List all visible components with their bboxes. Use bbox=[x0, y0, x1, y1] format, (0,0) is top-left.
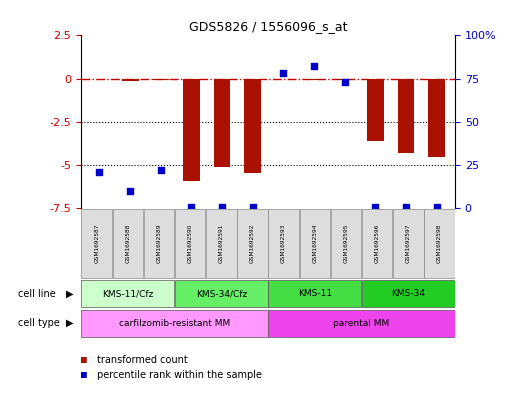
Text: GSM1692598: GSM1692598 bbox=[437, 224, 442, 263]
Point bbox=[218, 204, 226, 210]
Point bbox=[126, 188, 134, 194]
Text: KMS-11/Cfz: KMS-11/Cfz bbox=[102, 289, 153, 298]
Bar bbox=[268, 209, 299, 278]
Text: GSM1692592: GSM1692592 bbox=[250, 224, 255, 263]
Bar bbox=[397, 79, 414, 153]
Bar bbox=[82, 310, 268, 337]
Bar bbox=[213, 79, 231, 167]
Text: GSM1692587: GSM1692587 bbox=[94, 224, 99, 263]
Bar bbox=[244, 79, 261, 173]
Text: cell line: cell line bbox=[18, 289, 56, 299]
Bar bbox=[122, 79, 139, 81]
Point bbox=[187, 204, 196, 210]
Point bbox=[156, 167, 165, 173]
Text: KMS-34: KMS-34 bbox=[391, 289, 425, 298]
Text: GSM1692593: GSM1692593 bbox=[281, 224, 286, 263]
Text: GSM1692590: GSM1692590 bbox=[188, 224, 192, 263]
Bar bbox=[175, 209, 206, 278]
Text: ▶: ▶ bbox=[66, 318, 73, 328]
Text: transformed count: transformed count bbox=[97, 354, 188, 365]
Text: cell type: cell type bbox=[18, 318, 60, 328]
Bar bbox=[152, 79, 169, 80]
Bar bbox=[331, 209, 361, 278]
Point bbox=[95, 169, 104, 175]
Bar bbox=[393, 209, 424, 278]
Text: ■: ■ bbox=[81, 354, 87, 365]
Bar bbox=[175, 280, 268, 307]
Bar bbox=[206, 209, 236, 278]
Text: GSM1692589: GSM1692589 bbox=[156, 224, 162, 263]
Text: GSM1692591: GSM1692591 bbox=[219, 224, 224, 263]
Bar bbox=[424, 209, 454, 278]
Bar bbox=[144, 209, 174, 278]
Bar bbox=[112, 209, 143, 278]
Text: KMS-34/Cfz: KMS-34/Cfz bbox=[196, 289, 247, 298]
Text: GSM1692588: GSM1692588 bbox=[126, 224, 130, 263]
Bar bbox=[428, 79, 445, 157]
Point bbox=[402, 204, 410, 210]
Point bbox=[371, 204, 380, 210]
Text: GSM1692595: GSM1692595 bbox=[344, 224, 348, 263]
Bar bbox=[237, 209, 268, 278]
Bar bbox=[336, 79, 353, 80]
Bar bbox=[268, 310, 454, 337]
Point bbox=[279, 70, 288, 77]
Bar bbox=[183, 79, 200, 181]
Title: GDS5826 / 1556096_s_at: GDS5826 / 1556096_s_at bbox=[189, 20, 347, 33]
Bar bbox=[362, 280, 454, 307]
Bar bbox=[82, 209, 112, 278]
Text: GSM1692594: GSM1692594 bbox=[312, 224, 317, 263]
Text: KMS-11: KMS-11 bbox=[298, 289, 332, 298]
Bar bbox=[367, 79, 384, 141]
Text: percentile rank within the sample: percentile rank within the sample bbox=[97, 370, 262, 380]
Text: carfilzomib-resistant MM: carfilzomib-resistant MM bbox=[119, 319, 230, 328]
Bar bbox=[268, 280, 361, 307]
Point bbox=[433, 204, 441, 210]
Text: GSM1692597: GSM1692597 bbox=[406, 224, 411, 263]
Point bbox=[310, 63, 318, 70]
Bar bbox=[305, 79, 323, 80]
Text: parental MM: parental MM bbox=[333, 319, 390, 328]
Text: ▶: ▶ bbox=[66, 289, 73, 299]
Text: GSM1692596: GSM1692596 bbox=[374, 224, 380, 263]
Bar bbox=[82, 280, 174, 307]
Bar bbox=[300, 209, 330, 278]
Point bbox=[248, 204, 257, 210]
Bar bbox=[362, 209, 392, 278]
Point bbox=[340, 79, 349, 85]
Text: ■: ■ bbox=[81, 370, 87, 380]
